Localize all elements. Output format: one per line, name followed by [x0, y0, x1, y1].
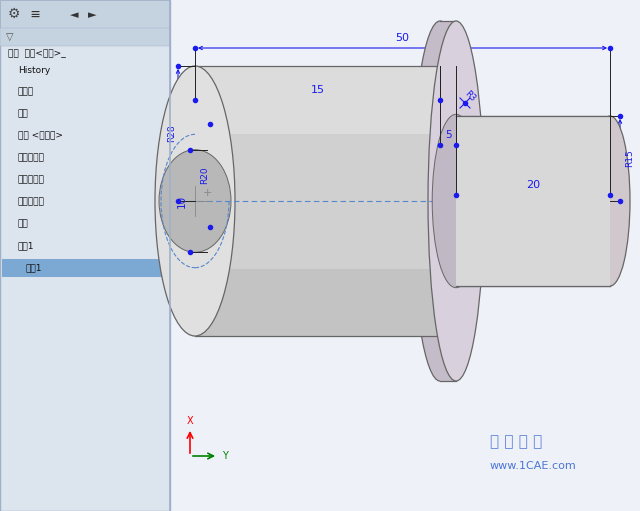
- Text: 右视基准面: 右视基准面: [18, 197, 45, 206]
- Text: 50: 50: [396, 33, 410, 43]
- Text: ►: ►: [88, 10, 97, 20]
- Ellipse shape: [590, 116, 630, 286]
- Text: 转轴  默认<默认>_: 转轴 默认<默认>_: [8, 50, 66, 58]
- Ellipse shape: [432, 114, 480, 288]
- Ellipse shape: [428, 21, 484, 381]
- Ellipse shape: [412, 21, 468, 381]
- Text: 上视基准面: 上视基准面: [18, 175, 45, 184]
- Text: History: History: [18, 65, 51, 75]
- Text: 仿 真 在 线: 仿 真 在 线: [490, 434, 542, 449]
- Text: ≡: ≡: [30, 7, 39, 21]
- Text: ⚙: ⚙: [8, 7, 20, 21]
- Polygon shape: [195, 66, 440, 336]
- Text: ▽: ▽: [6, 32, 13, 42]
- Text: 草图1: 草图1: [25, 264, 42, 272]
- Text: R20: R20: [200, 167, 209, 184]
- Polygon shape: [440, 21, 456, 381]
- Ellipse shape: [155, 66, 235, 336]
- Text: 注解: 注解: [18, 109, 29, 119]
- Text: Y: Y: [222, 451, 228, 461]
- Text: 15: 15: [310, 85, 324, 95]
- Text: 材质 <未指定>: 材质 <未指定>: [18, 131, 63, 141]
- Bar: [0, 0, 170, 511]
- Text: R15: R15: [625, 150, 634, 168]
- Text: R3: R3: [463, 89, 477, 103]
- Text: 旋转1: 旋转1: [18, 242, 35, 250]
- Bar: [0, 0, 170, 28]
- Polygon shape: [456, 116, 610, 286]
- Text: R28: R28: [168, 125, 177, 142]
- Text: 传感器: 传感器: [18, 87, 34, 97]
- Bar: [2, 259, 168, 277]
- Text: ◄: ◄: [70, 10, 79, 20]
- Polygon shape: [456, 116, 610, 286]
- Text: 5: 5: [445, 130, 451, 140]
- Text: 前视基准面: 前视基准面: [18, 153, 45, 162]
- Polygon shape: [456, 116, 610, 167]
- Bar: [170, 0, 640, 511]
- Text: www.1CAE.com: www.1CAE.com: [490, 461, 577, 471]
- Polygon shape: [195, 268, 440, 336]
- Text: X: X: [187, 416, 193, 426]
- Bar: [0, 28, 170, 46]
- Text: +: +: [203, 188, 212, 198]
- Text: 10: 10: [177, 195, 187, 207]
- Polygon shape: [195, 66, 440, 133]
- Text: 原点: 原点: [18, 220, 29, 228]
- Ellipse shape: [159, 150, 231, 252]
- Text: 20: 20: [526, 180, 540, 190]
